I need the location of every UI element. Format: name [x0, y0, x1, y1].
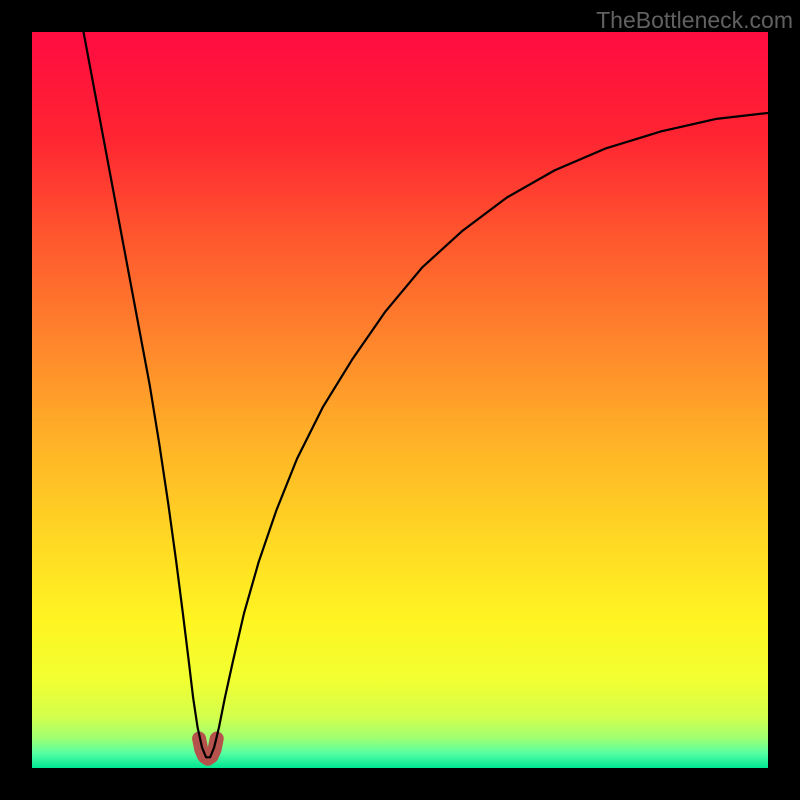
watermark-label: TheBottleneck.com: [596, 7, 793, 34]
gradient-background: [32, 32, 768, 768]
chart-root: TheBottleneck.com: [0, 0, 800, 800]
plot-area: [32, 32, 768, 768]
bottleneck-curve-chart: [32, 32, 768, 768]
plot-frame: [32, 32, 768, 768]
